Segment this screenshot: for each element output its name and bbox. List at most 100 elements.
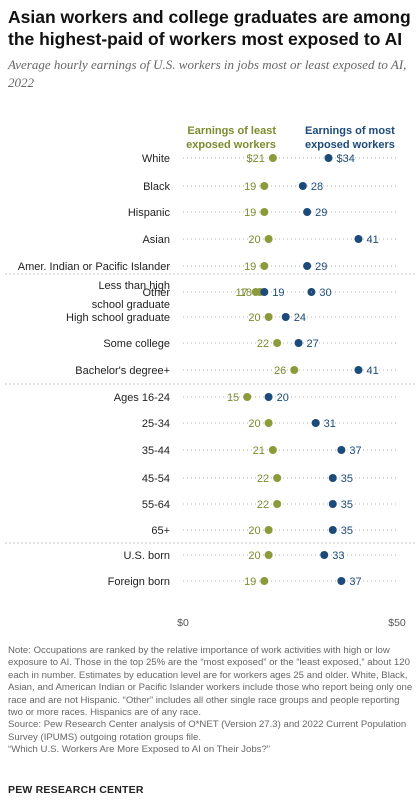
dot-most <box>264 393 273 401</box>
value-label-most: 33 <box>332 550 344 562</box>
value-label-most: 20 <box>277 392 289 404</box>
value-label-least: 20 <box>248 550 260 562</box>
value-label-most: 24 <box>294 312 306 324</box>
dot-most <box>337 577 346 585</box>
value-label-least: 20 <box>248 312 260 324</box>
value-label-most: 35 <box>341 525 353 537</box>
value-label-most: 35 <box>341 473 353 485</box>
row-label: Foreign born <box>108 576 170 588</box>
value-label-least: 26 <box>274 365 286 377</box>
value-label-most: 31 <box>324 418 336 430</box>
value-label-least: 22 <box>257 338 269 350</box>
dot-least <box>264 419 273 427</box>
dot-least <box>264 551 273 559</box>
dot-most <box>354 235 363 243</box>
dot-most <box>281 313 290 321</box>
value-label-most: 35 <box>341 499 353 511</box>
row-label-line-2: school graduate <box>92 299 170 311</box>
value-label-most: $34 <box>337 153 355 165</box>
value-label-least: 22 <box>257 499 269 511</box>
dot-least <box>260 577 269 585</box>
legend-least-line-2: exposed workers <box>186 139 276 151</box>
value-label-least: 20 <box>248 234 260 246</box>
legend-most-line-1: Earnings of most <box>305 125 395 137</box>
dot-most <box>303 262 312 270</box>
report-title: “Which U.S. Workers Are More Exposed to … <box>8 744 270 756</box>
dot-most <box>324 154 333 162</box>
value-label-most: 27 <box>307 338 319 350</box>
dot-least <box>260 208 269 216</box>
value-label-least: 22 <box>257 473 269 485</box>
dot-most <box>260 288 269 296</box>
dot-most <box>354 366 363 374</box>
value-label-least: 17 <box>236 287 248 299</box>
dot-most <box>320 551 329 559</box>
value-label-least: 20 <box>248 525 260 537</box>
note-text: Note: Occupations are ranked by the rela… <box>8 645 413 719</box>
dot-most <box>328 526 337 534</box>
dot-most <box>328 474 337 482</box>
value-label-most: 29 <box>315 261 327 273</box>
row-label: Ages 16-24 <box>114 392 170 404</box>
row-label: Amer. Indian or Pacific Islander <box>18 261 171 273</box>
row-label: 65+ <box>151 525 170 537</box>
dot-least <box>268 154 277 162</box>
dot-least <box>268 446 277 454</box>
value-label-most: 28 <box>311 181 323 193</box>
footnotes: Note: Occupations are ranked by the rela… <box>8 645 416 757</box>
value-label-least: 15 <box>227 392 239 404</box>
row-label: U.S. born <box>124 550 170 562</box>
dot-plot: Earnings of least exposed workers Earnings… <box>5 125 415 629</box>
dot-most <box>328 500 337 508</box>
dot-least <box>273 339 282 347</box>
legend-least-line-1: Earnings of least <box>187 125 276 137</box>
value-label-least: 19 <box>244 576 256 588</box>
dot-most <box>298 182 307 190</box>
dot-least <box>260 182 269 190</box>
value-label-least: 19 <box>244 207 256 219</box>
value-label-least: $21 <box>247 153 265 165</box>
x-tick-label: $50 <box>388 617 406 629</box>
row-label: Bachelor's degree+ <box>75 365 170 377</box>
dot-least <box>264 526 273 534</box>
value-label-most: 29 <box>315 207 327 219</box>
dot-most <box>294 339 303 347</box>
value-label-least: 18 <box>240 287 252 299</box>
value-label-least: 19 <box>244 181 256 193</box>
value-label-most: 37 <box>349 445 361 457</box>
source-text: Source: Pew Research Center analysis of … <box>8 719 407 743</box>
dot-least <box>273 474 282 482</box>
value-label-most: 41 <box>366 365 378 377</box>
value-label-least: 20 <box>248 418 260 430</box>
dot-least <box>260 262 269 270</box>
value-label-most: 30 <box>319 287 331 299</box>
dot-least <box>264 235 273 243</box>
x-tick-label: $0 <box>177 617 189 629</box>
value-label-most: 41 <box>366 234 378 246</box>
brand-logo-text: PEW RESEARCH CENTER <box>8 784 144 796</box>
dot-least <box>251 288 260 296</box>
value-label-most: 37 <box>349 576 361 588</box>
value-label-least: 21 <box>253 445 265 457</box>
row-label: Asian <box>142 234 170 246</box>
dot-least <box>243 393 252 401</box>
row-label: Hispanic <box>128 207 171 219</box>
row-label: High school graduate <box>66 312 170 324</box>
row-label-line-1: Less than high <box>98 280 170 292</box>
dot-most <box>303 208 312 216</box>
row-label: 55-64 <box>142 499 170 511</box>
value-label-most: 19 <box>272 287 284 299</box>
row-label: Black <box>143 181 170 193</box>
value-label-least: 19 <box>244 261 256 273</box>
dot-most <box>337 446 346 454</box>
row-label: Other <box>142 287 170 299</box>
row-label: 25-34 <box>142 418 170 430</box>
chart-subtitle: Average hourly earnings of U.S. workers … <box>8 57 407 90</box>
dot-least <box>290 366 299 374</box>
legend-most-line-2: exposed workers <box>305 139 395 151</box>
row-label: White <box>142 153 170 165</box>
row-label: Some college <box>103 338 170 350</box>
chart-title: Asian workers and college graduates are … <box>8 7 411 49</box>
dot-most <box>311 419 320 427</box>
row-label: 35-44 <box>142 445 170 457</box>
